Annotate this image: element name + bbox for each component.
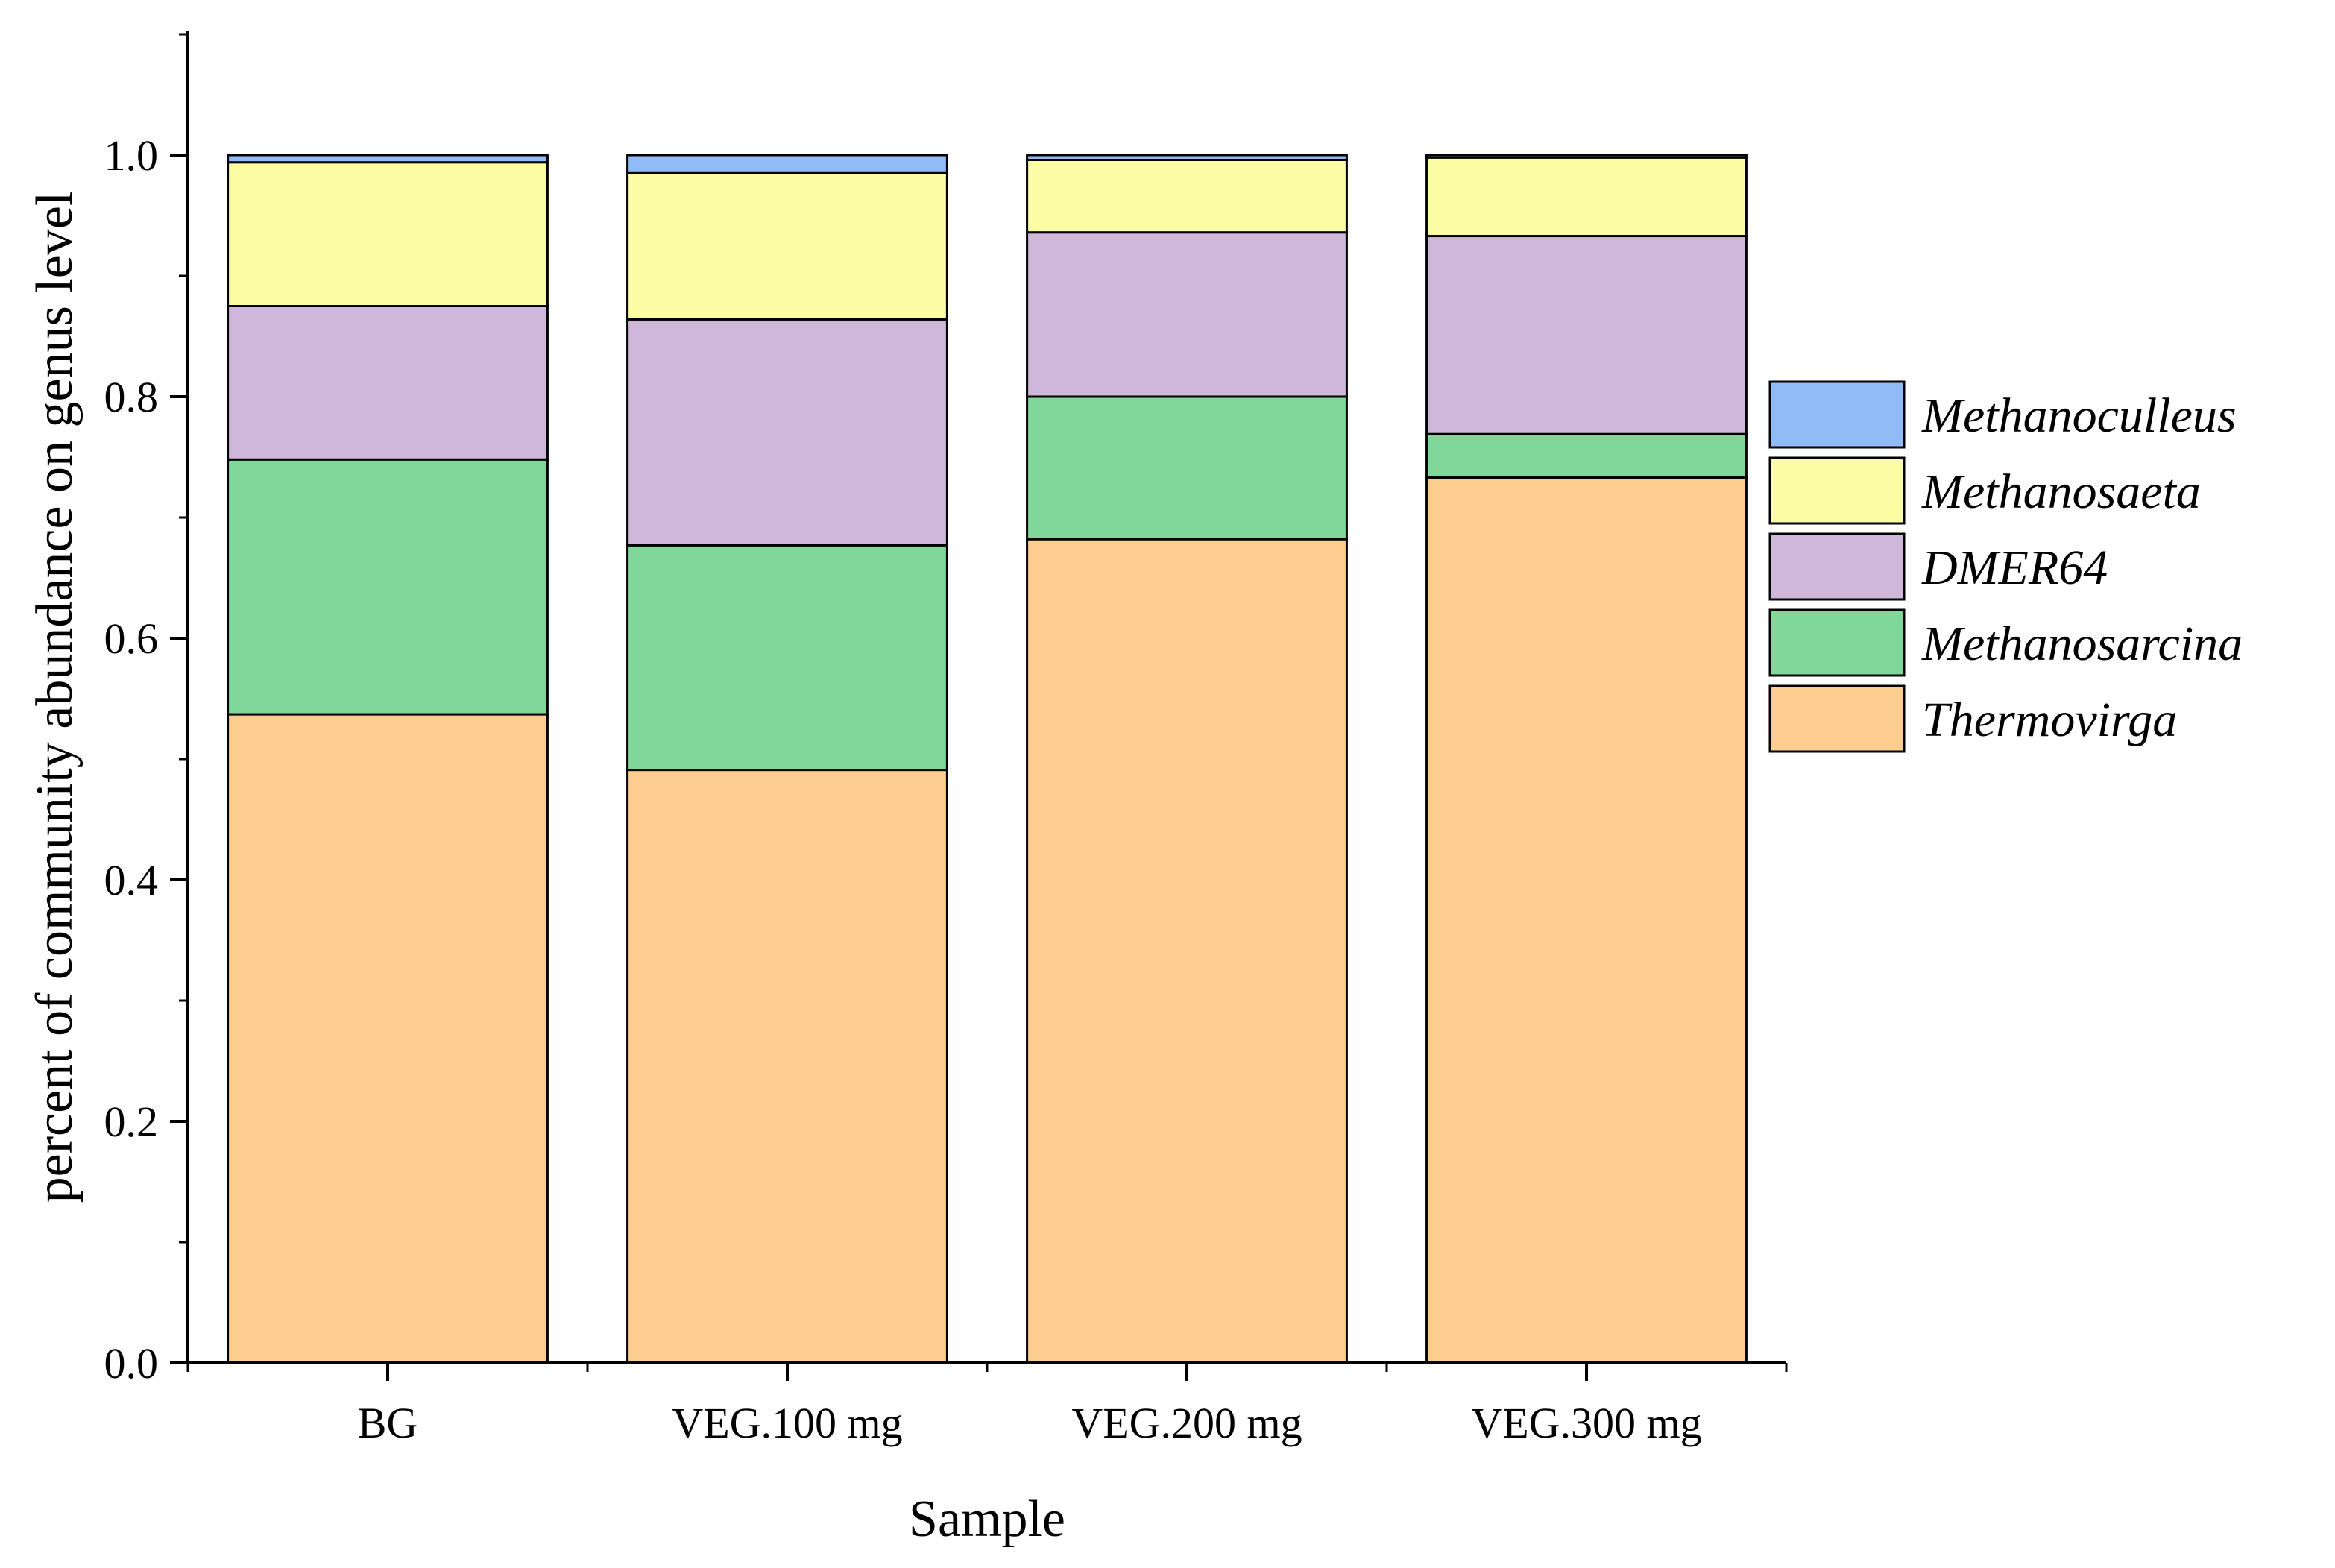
x-axis-title: Sample [909, 1490, 1065, 1548]
legend-swatch-methanoculleus [1768, 380, 1906, 449]
bar-segment-methanoculleus-3 [1026, 154, 1348, 161]
x-tick-label: VEG.300 mg [1471, 1399, 1701, 1447]
bar-segment-methanosaeta-3 [1026, 158, 1348, 234]
ticks-layer: 0.0 0.2 0.4 0.6 0.8 1.0 BG VEG.100 mg VEG.200 mg… [104, 33, 1788, 1447]
bars-layer [227, 154, 1748, 1364]
bar-segment-methanosaeta-4 [1425, 156, 1748, 238]
bar-segment-dmer64-2 [626, 318, 948, 547]
legend-label-methanosaeta: Methanosaeta [1921, 465, 2201, 519]
bar-segment-methanosarcina-4 [1425, 432, 1748, 479]
legend-swatch-dmer64 [1768, 532, 1906, 601]
bar-segment-thermovirga-3 [1026, 538, 1348, 1364]
bar-segment-methanoculleus-1 [227, 154, 549, 164]
bar-segment-thermovirga-2 [626, 769, 948, 1364]
y-tick-label: 0.6 [104, 614, 159, 663]
y-tick-label: 1.0 [104, 131, 159, 180]
bar-segment-dmer64-4 [1425, 235, 1748, 435]
bar-segment-methanoculleus-2 [626, 154, 948, 174]
legend-swatch-methanosarcina [1768, 608, 1906, 677]
x-tick-label: VEG.200 mg [1071, 1399, 1302, 1447]
y-tick-label: 0.2 [104, 1098, 159, 1146]
bar-segment-methanosaeta-1 [227, 161, 549, 307]
legend-label-methanoculleus: Methanoculleus [1921, 388, 2237, 443]
x-tick-label: VEG.100 mg [672, 1399, 902, 1447]
bar-segment-methanosarcina-1 [227, 458, 549, 716]
y-tick-label: 0.8 [104, 373, 159, 421]
bar-segment-dmer64-1 [227, 305, 549, 461]
legend-label-dmer64: DMER64 [1921, 541, 2108, 595]
bar-segment-methanosarcina-3 [1026, 395, 1348, 541]
bar-segment-methanosarcina-2 [626, 544, 948, 772]
y-tick-label: 0.4 [104, 856, 159, 904]
y-tick-label: 0.0 [104, 1339, 159, 1388]
x-tick-label: BG [358, 1399, 418, 1447]
legend-label-methanosarcina: Methanosarcina [1921, 617, 2243, 671]
legend-swatch-thermovirga [1768, 684, 1906, 753]
y-axis-title: percent of community abundance on genus … [26, 192, 83, 1203]
legend-label-thermovirga: Thermovirga [1922, 693, 2177, 747]
legend: Methanoculleus Methanosaeta DMER64 Methanos… [1768, 380, 2243, 753]
bar-segment-thermovirga-4 [1425, 476, 1748, 1364]
bar-segment-thermovirga-1 [227, 713, 549, 1364]
legend-swatch-methanosaeta [1768, 456, 1906, 525]
bar-segment-methanosaeta-2 [626, 171, 948, 321]
bar-segment-dmer64-3 [1026, 231, 1348, 398]
bar-segment-methanoculleus-4 [1425, 154, 1748, 159]
